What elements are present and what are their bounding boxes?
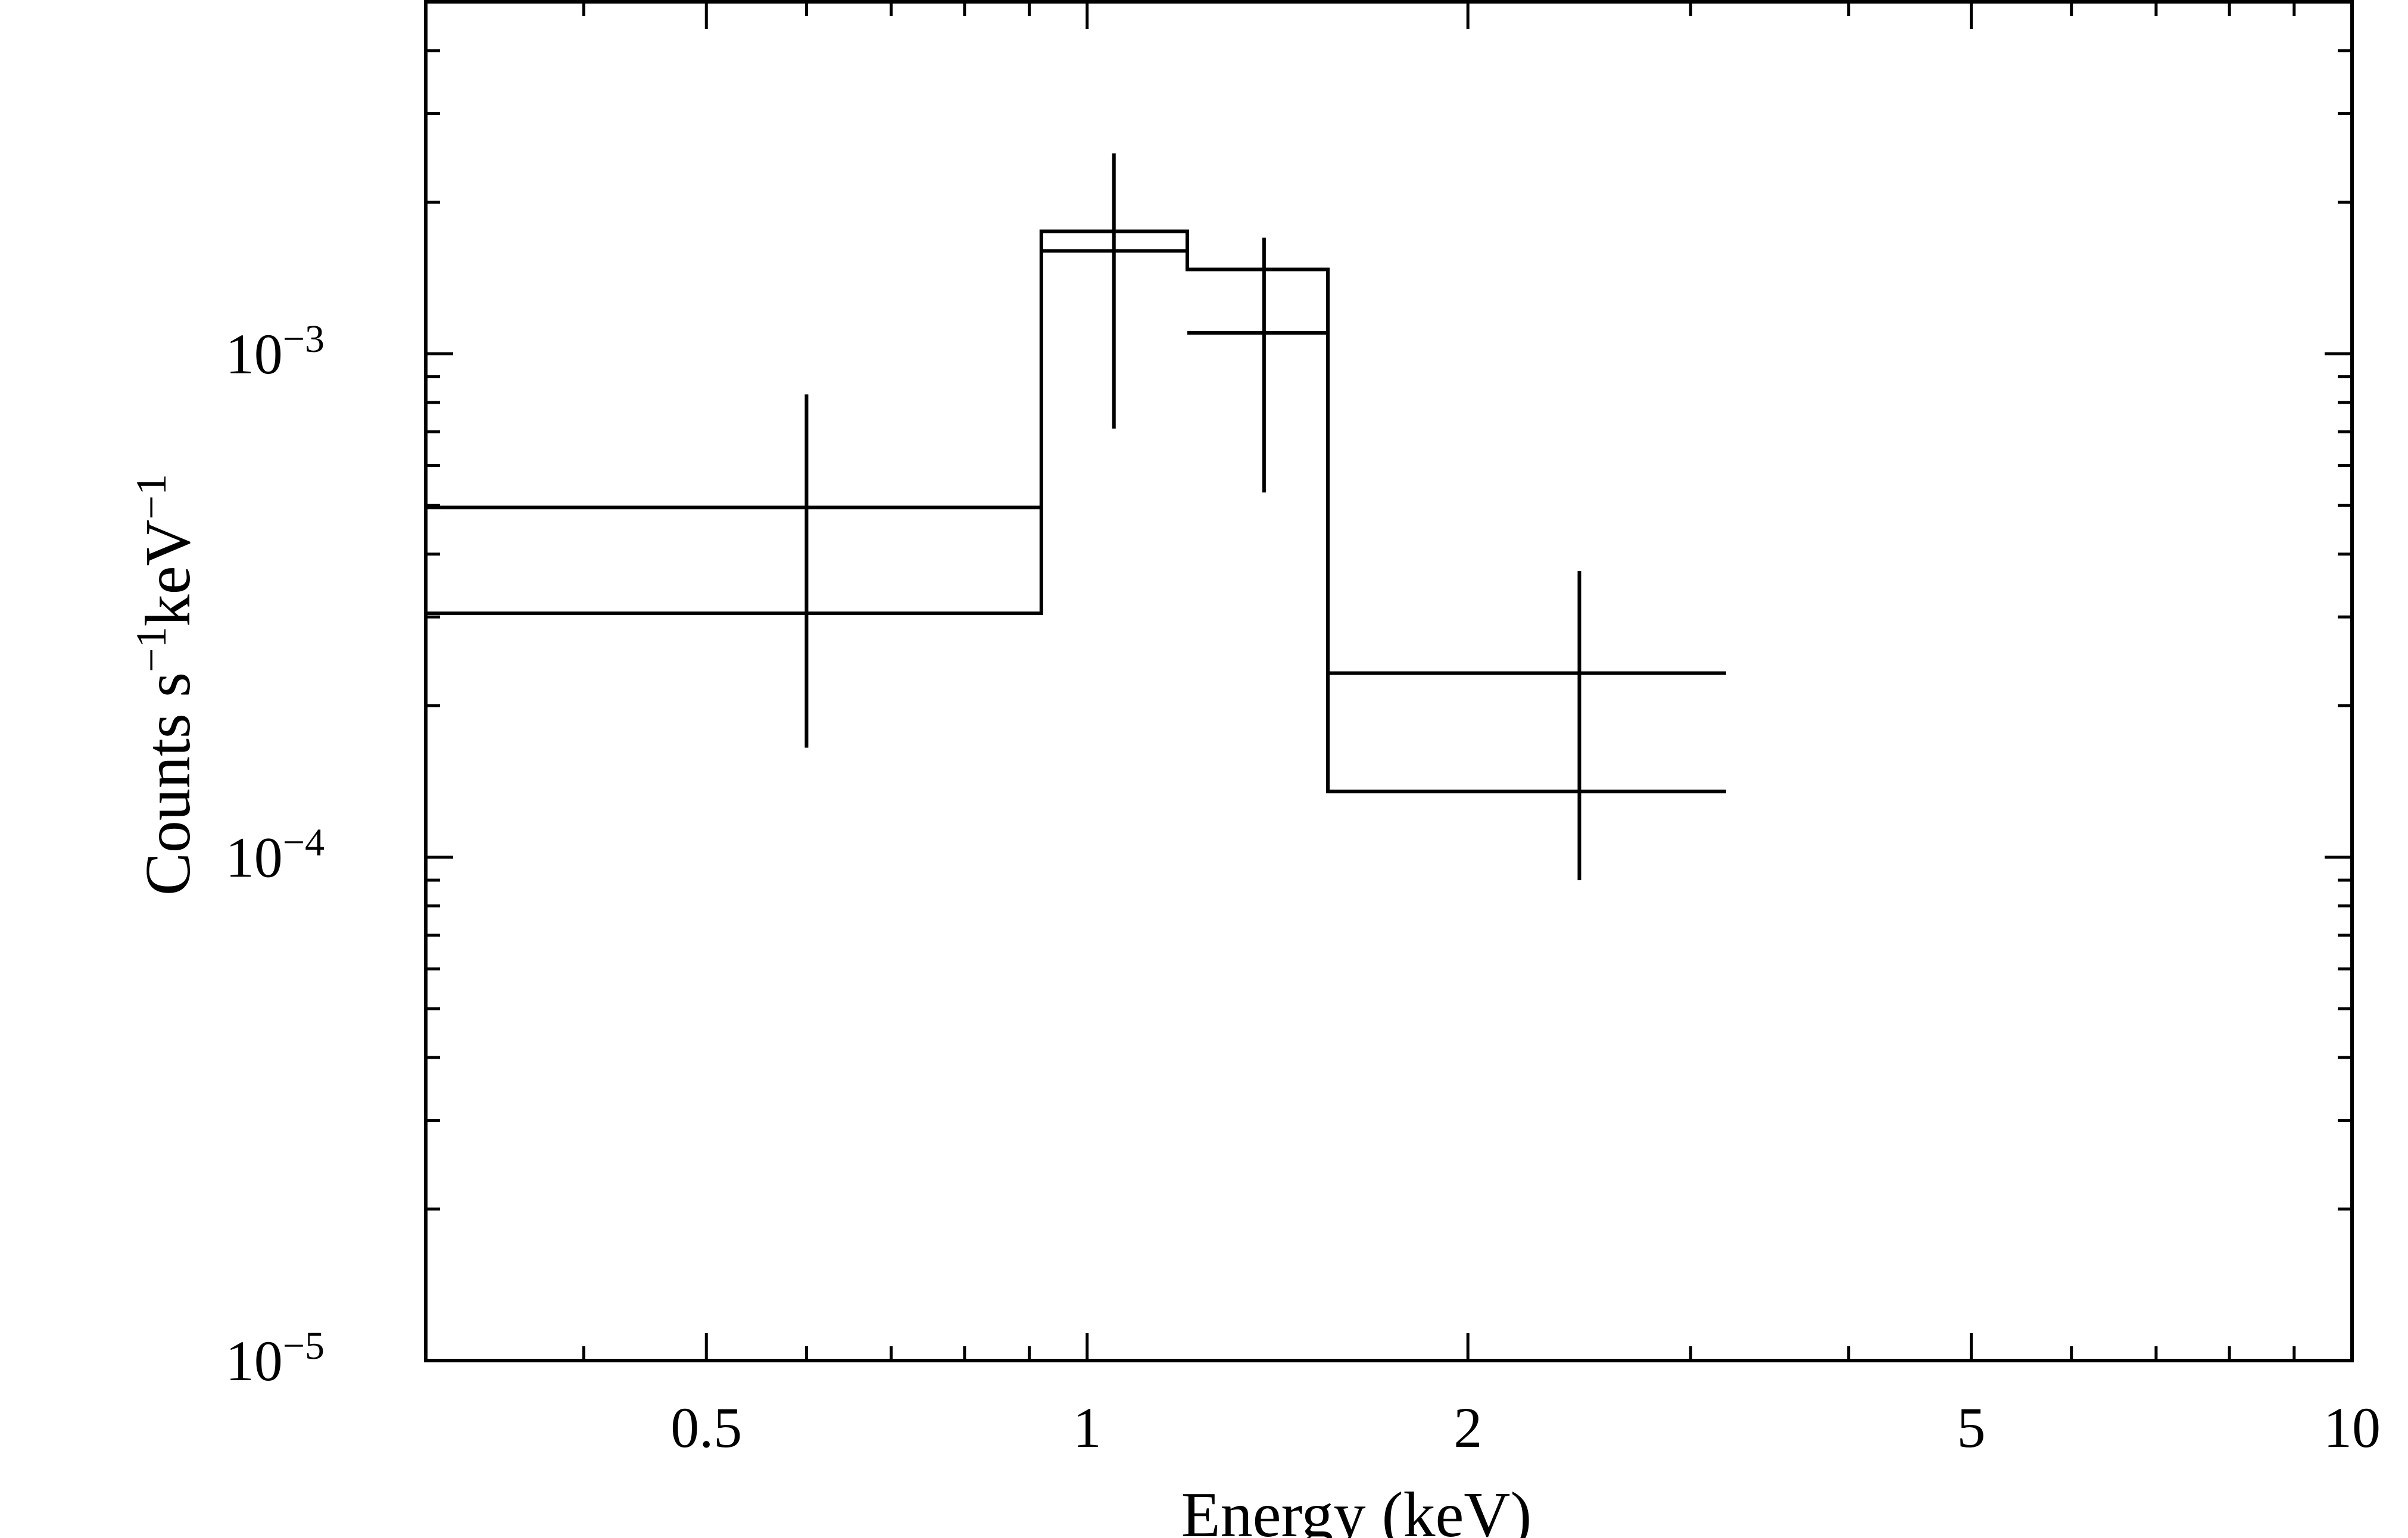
axis-ticks — [424, 0, 2354, 1362]
x-tick-label: 1 — [1073, 1396, 1102, 1459]
data-point — [1041, 153, 1187, 429]
x-tick-label: 10 — [2323, 1396, 2381, 1459]
x-axis-label: Energy (keV) — [1181, 1480, 1532, 1538]
model-step-line — [426, 229, 1726, 794]
data-point — [1187, 238, 1328, 493]
y-tick-label: 10−4 — [226, 821, 325, 889]
plot-data — [426, 153, 1726, 881]
y-axis-label: Counts s−1keV−1 — [127, 474, 204, 896]
data-point — [1328, 571, 1726, 881]
data-point — [426, 394, 1041, 748]
x-tick-label: 0.5 — [670, 1396, 742, 1459]
tick-labels: 0.5 1 2 5 10 10−3 10−4 10−5 — [226, 317, 2381, 1459]
y-tick-label: 10−3 — [226, 317, 325, 386]
x-tick-label: 2 — [1453, 1396, 1482, 1459]
y-tick-label: 10−5 — [226, 1324, 325, 1393]
plot-frame — [424, 0, 2354, 1362]
x-tick-label: 5 — [1957, 1396, 1986, 1459]
